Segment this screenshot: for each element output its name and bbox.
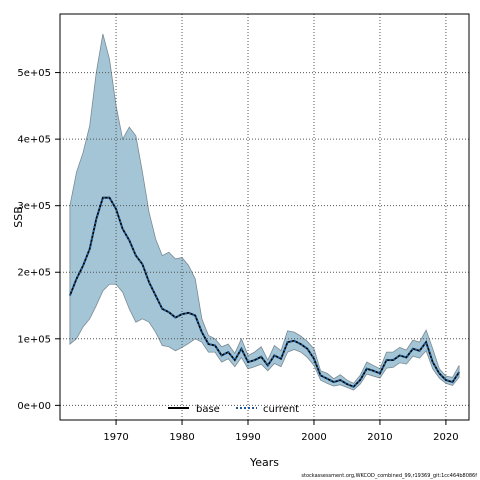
x-tick-label: 1990 [235, 432, 260, 443]
y-tick-label: 0e+00 [17, 401, 51, 412]
confidence-band-layer [69, 33, 460, 391]
x-axis: 1970 1980 1990 2000 2010 2020 [103, 420, 459, 443]
series-line-current [68, 196, 460, 388]
y-axis-title: SSB [12, 206, 25, 228]
y-tick-label: 2e+05 [17, 268, 51, 279]
plot-frame [59, 13, 470, 421]
x-tick-label: 2000 [301, 432, 326, 443]
confidence-band [69, 33, 460, 391]
x-tick-label: 2020 [433, 432, 458, 443]
x-tick-label: 1970 [103, 432, 128, 443]
y-tick-label: 3e+05 [17, 201, 51, 212]
footer-credit: stockassessment.org,WKCOD_combined_99,r1… [301, 473, 477, 479]
legend: base current [168, 404, 299, 415]
y-tick-label: 4e+05 [17, 135, 51, 146]
legend-label-base: base [196, 404, 220, 415]
y-tick-label: 1e+05 [17, 334, 51, 345]
x-axis-title: Years [249, 456, 279, 469]
grid-layer [60, 14, 469, 420]
y-tick-label: 5e+05 [17, 68, 51, 79]
x-tick-label: 2010 [367, 432, 392, 443]
y-axis: 0e+00 1e+05 2e+05 3e+05 4e+05 5e+05 [17, 68, 60, 412]
legend-label-current: current [263, 404, 299, 415]
series-layer [68, 196, 460, 388]
x-tick-label: 1980 [169, 432, 194, 443]
